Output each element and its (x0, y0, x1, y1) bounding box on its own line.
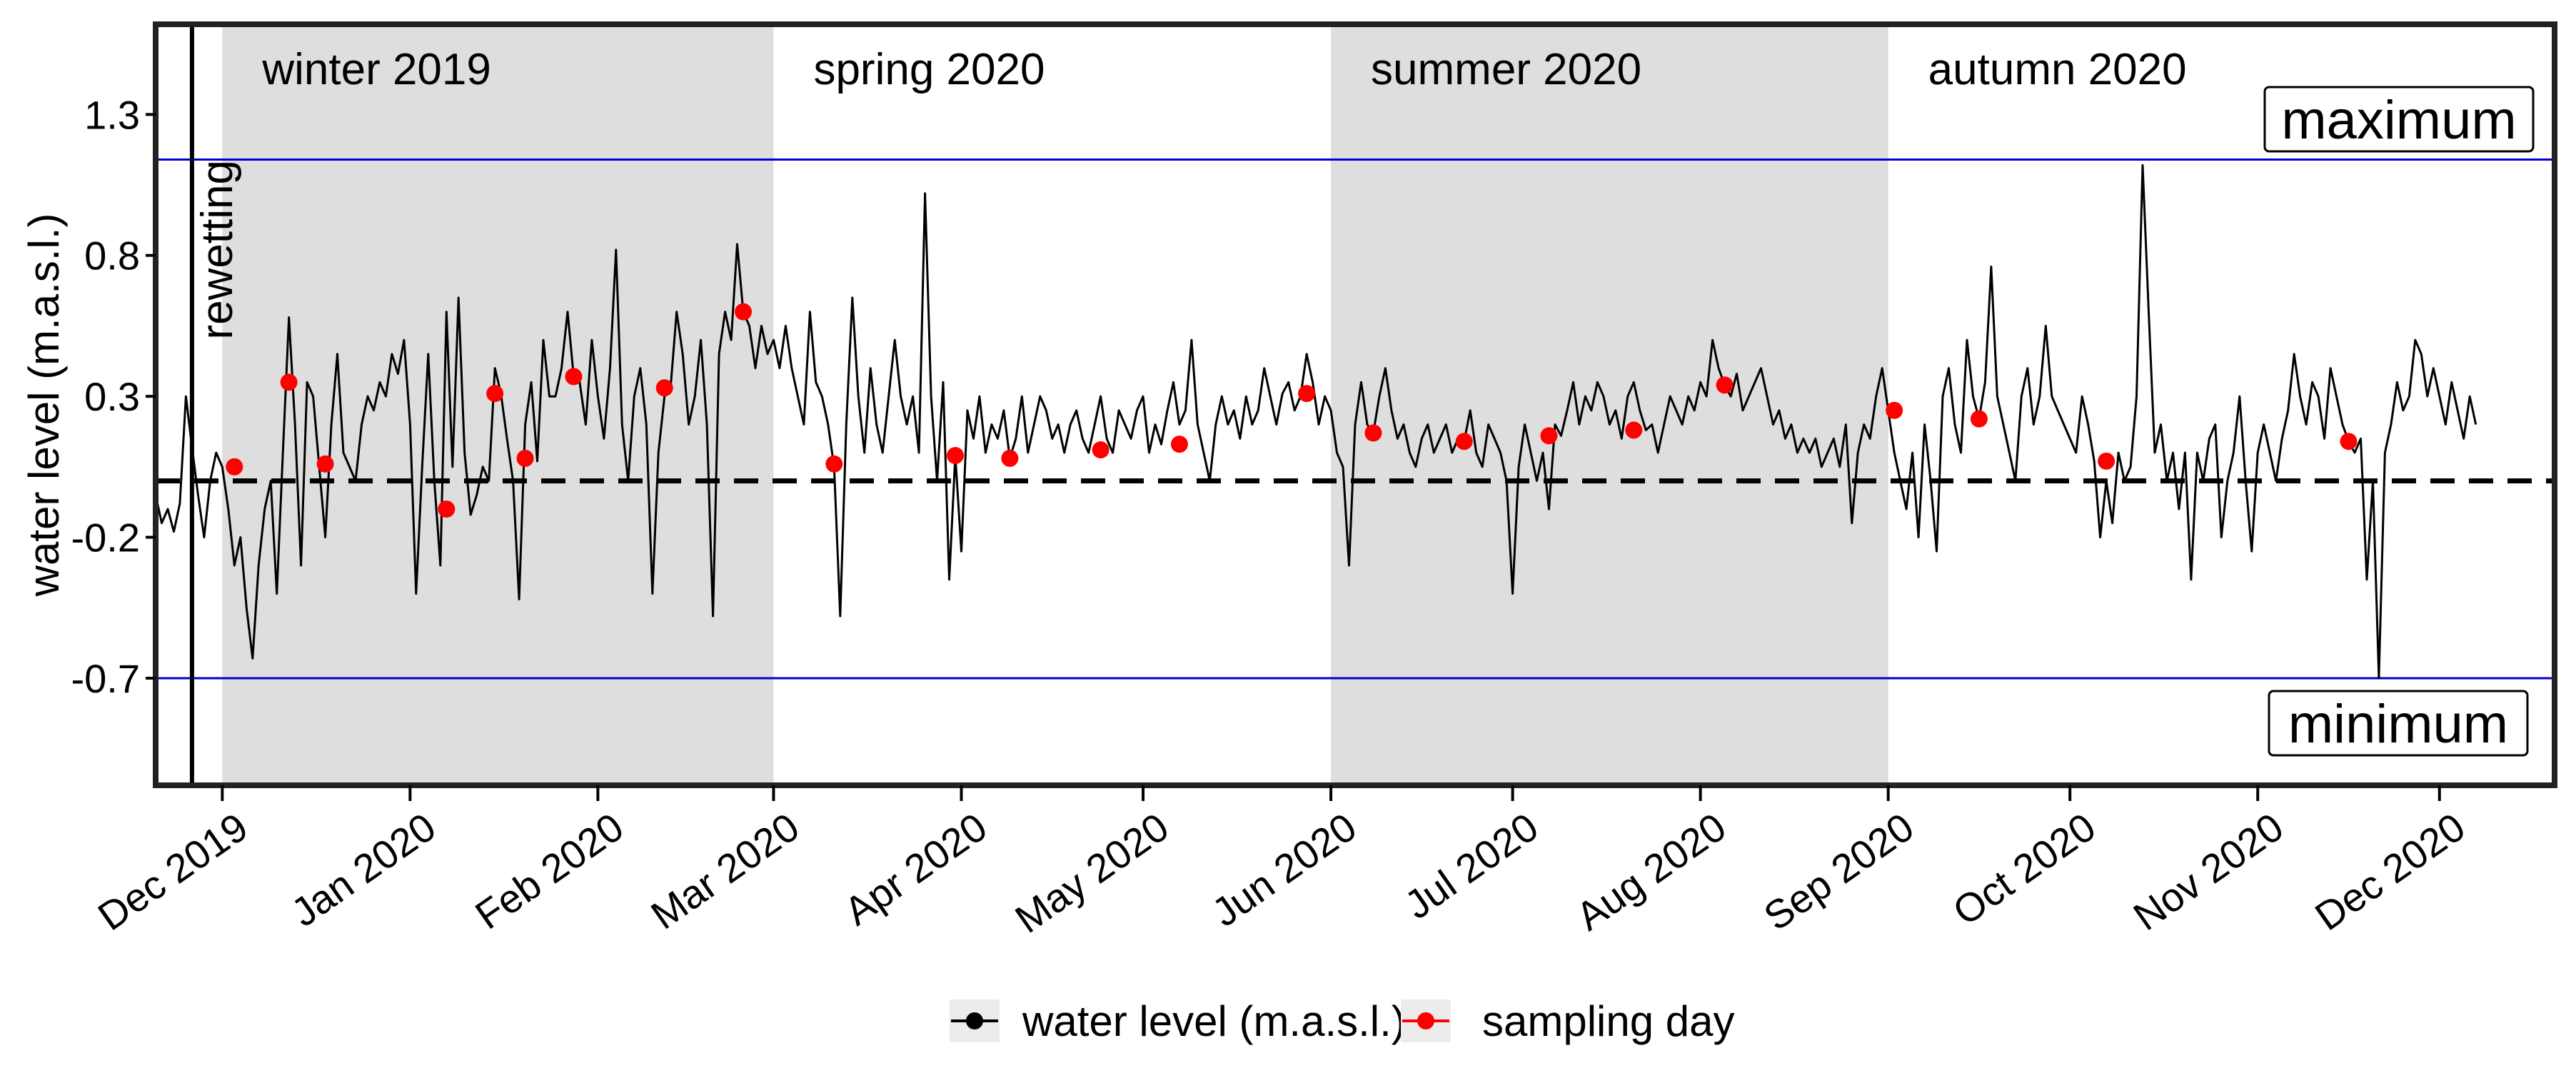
sampling-day-point-22 (2098, 452, 2115, 470)
sampling-day-point-7 (655, 379, 673, 397)
sampling-day-point-9 (825, 455, 843, 473)
y-tick-label-3: -0.2 (71, 515, 141, 560)
legend-label-0: water level (m.a.s.l.) (1022, 997, 1406, 1045)
plot-frame (153, 21, 2557, 788)
sampling-day-point-2 (316, 455, 334, 473)
sampling-day-point-3 (438, 500, 456, 518)
season-label-0: winter 2019 (261, 45, 491, 94)
y-tick-label-0: 1.3 (84, 92, 140, 137)
legend-label-1: sampling day (1482, 997, 1735, 1045)
reference-box-minimum (2268, 690, 2529, 757)
sampling-day-point-12 (1092, 441, 1110, 459)
sampling-day-point-19 (1716, 376, 1734, 394)
rewetting-label: rewetting (193, 160, 242, 340)
sampling-day-point-16 (1455, 433, 1473, 450)
sampling-day-point-15 (1364, 424, 1382, 442)
sampling-day-point-13 (1170, 435, 1188, 453)
sampling-day-point-20 (1886, 401, 1903, 419)
water-level-line (154, 163, 2477, 680)
sampling-day-point-18 (1625, 421, 1643, 439)
sampling-day-point-11 (1001, 450, 1019, 468)
water-level-series (154, 163, 2477, 680)
y-tick-label-1: 0.8 (84, 233, 140, 278)
season-label-1: spring 2020 (813, 45, 1045, 94)
sampling-day-point-17 (1540, 427, 1558, 445)
sampling-day-point-1 (280, 373, 298, 391)
season-label-2: summer 2020 (1371, 45, 1641, 94)
sampling-day-point-5 (516, 450, 534, 468)
season-band-2 (1331, 24, 1888, 785)
sampling-day-point-4 (486, 385, 504, 403)
legend: water level (m.a.s.l.) sampling day (950, 997, 1735, 1045)
y-axis: 1.3 0.8 0.3 -0.2 -0.7 (71, 92, 156, 701)
season-label-3: autumn 2020 (1928, 45, 2187, 94)
sampling-day-point-6 (565, 368, 583, 386)
season-bands: winter 2019 spring 2020 summer 2020 autumn … (222, 24, 2187, 785)
legend-key-dot-0 (966, 1012, 983, 1029)
reference-label-minimum: minimum (2288, 694, 2508, 755)
sampling-day-series (226, 303, 2358, 518)
season-band-0 (222, 24, 774, 785)
reference-box-maximum (2263, 86, 2535, 153)
y-tick-label-2: 0.3 (84, 374, 140, 419)
sampling-day-point-0 (226, 458, 243, 475)
sampling-day-point-10 (947, 447, 964, 465)
reference-lines (156, 158, 2555, 680)
sampling-day-point-23 (2340, 433, 2358, 450)
y-tick-label-4: -0.7 (71, 656, 141, 701)
sampling-day-point-8 (735, 303, 753, 321)
annotations: rewetting maximum minimum (189, 24, 2535, 785)
reference-label-maximum: maximum (2281, 90, 2516, 151)
sampling-day-point-14 (1298, 385, 1316, 403)
sampling-day-point-21 (1970, 410, 1988, 428)
legend-key-dot-1 (1417, 1012, 1434, 1029)
y-axis-title: water level (m.a.s.l.) (20, 213, 68, 598)
